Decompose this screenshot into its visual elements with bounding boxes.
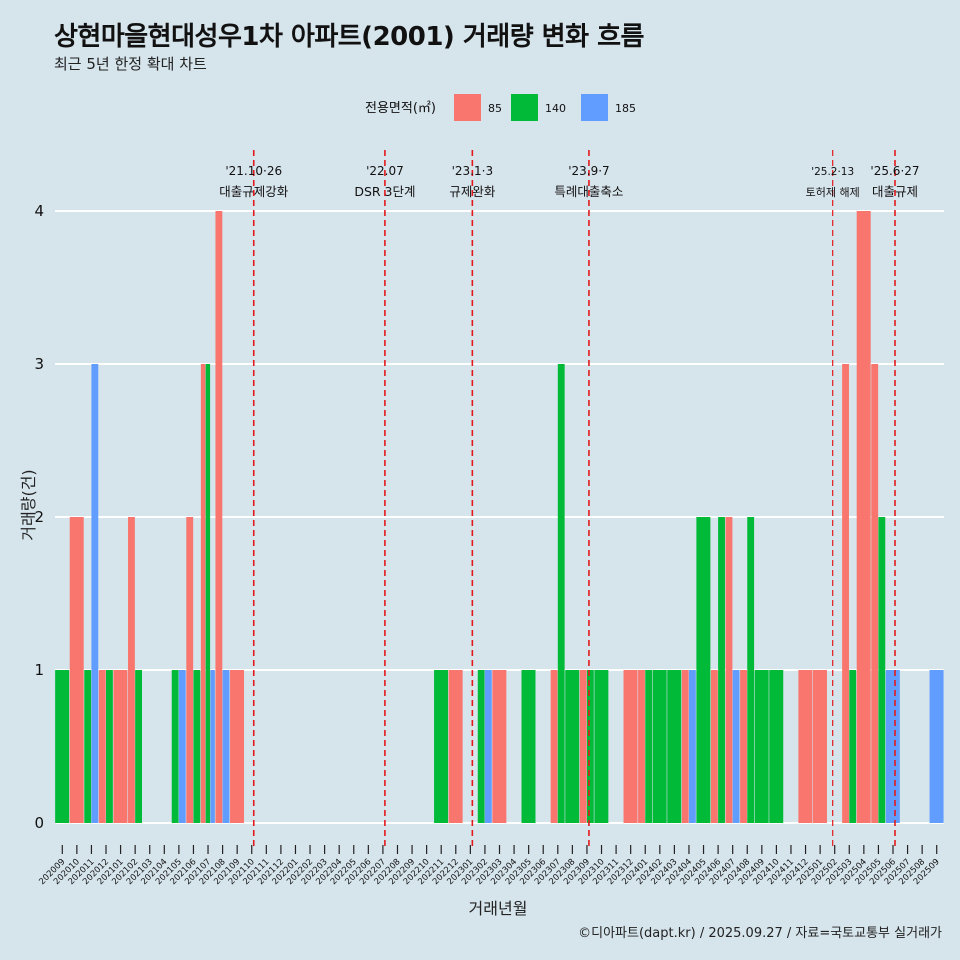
bar-140-202403 [667, 670, 682, 823]
bar-85-202108 [215, 211, 223, 823]
bar-85-202212 [448, 670, 463, 823]
legend-swatch-185 [581, 94, 608, 121]
bar-85-202312 [623, 670, 638, 823]
bar-185-202108 [222, 670, 230, 823]
bar-140-202310 [594, 670, 609, 823]
bar-85-202107 [200, 364, 206, 823]
bar-185-202105 [178, 670, 186, 823]
bar-85-202010 [69, 517, 84, 823]
annotation-label-202502: 토허제 해제 [806, 185, 860, 199]
bar-85-202307 [550, 670, 558, 823]
bar-85-202504 [856, 211, 871, 823]
x-axis: 2020092020102020112020122021012021022021… [37, 845, 942, 887]
y-axis: 0 1 2 3 4 [34, 202, 44, 832]
bar-185-202302 [484, 670, 492, 823]
bar-85-202505 [871, 364, 879, 823]
bar-140-202405 [696, 517, 711, 823]
bar-85-202102 [128, 517, 135, 823]
bar-140-202305 [521, 670, 536, 823]
bar-85-202406 [710, 670, 718, 823]
bar-85-202501 [812, 670, 827, 823]
bar-140-202505 [878, 517, 886, 823]
annotation-label-202110: 대출규제강화 [219, 184, 289, 199]
bar-85-202404 [681, 670, 689, 823]
bar-85-202408 [740, 670, 747, 823]
legend-label-185: 185 [615, 102, 636, 115]
bar-140-202307 [557, 364, 565, 823]
annotation-label-202506: 대출규제 [872, 184, 918, 199]
annotation-date-202506: '25.6·27 [870, 164, 919, 178]
annotation-date-202301: '23.1·3 [452, 164, 493, 178]
bar-140-202309 [586, 670, 594, 823]
bar-140-202102 [135, 670, 142, 823]
bar-140-202012 [106, 670, 113, 823]
bar-140-202105 [171, 670, 179, 823]
bar-85-202407 [725, 517, 733, 823]
annotation-date-202502: '25.2·13 [811, 166, 854, 178]
annotation-date-202309: '23.9·7 [568, 164, 609, 178]
chart-title: 상현마을현대성우1차 아파트(2001) 거래량 변화 흐름 [54, 22, 644, 52]
bar-85-202412 [798, 670, 813, 823]
bar-85-202303 [492, 670, 507, 823]
bar-185-202011 [91, 364, 99, 823]
bar-140-202410 [769, 670, 784, 823]
annotation-label-202309: 특례대출축소 [554, 184, 623, 199]
annotation-label-202301: 규제완화 [449, 184, 496, 199]
annotations: '21.10·26 대출규제강화 '22.07 DSR 3단계 '23.1·3 규제완화 '… [219, 164, 919, 199]
bar-85-202012 [98, 670, 106, 823]
chart-caption: ©디아파트(dapt.kr) / 2025.09.27 / 자료=국토교통부 실… [578, 926, 942, 941]
annotation-label-202207: DSR 3단계 [354, 184, 415, 199]
legend: 전용면적(㎡) 85 140 185 [365, 94, 636, 121]
bar-85-202401 [638, 670, 645, 823]
annotation-lines [252, 150, 896, 850]
x-axis-title: 거래년월 [469, 899, 528, 918]
bar-185-202404 [688, 670, 696, 823]
y-tick-label-0: 0 [34, 814, 44, 832]
bar-140-202009 [55, 670, 70, 823]
annotation-date-202110: '21.10·26 [225, 164, 282, 178]
bar-140-202409 [754, 670, 769, 823]
bars [55, 211, 944, 823]
y-tick-label-3: 3 [34, 355, 44, 373]
chart-subtitle: 최근 5년 한정 확대 차트 [54, 55, 207, 73]
bar-140-202401 [645, 670, 653, 823]
bar-140-202106 [193, 670, 201, 823]
bar-185-202107 [210, 670, 215, 823]
bar-185-202407 [732, 670, 740, 823]
y-tick-label-4: 4 [34, 202, 44, 220]
y-tick-label-2: 2 [34, 508, 44, 526]
bar-140-202011 [84, 670, 92, 823]
legend-label-140: 140 [545, 102, 566, 115]
y-tick-label-1: 1 [34, 661, 44, 679]
bar-140-202211 [434, 670, 449, 823]
bar-185-202506 [885, 670, 900, 823]
bar-85-202101 [113, 670, 128, 823]
legend-label-85: 85 [488, 102, 502, 115]
bar-85-202109 [230, 670, 245, 823]
legend-title: 전용면적(㎡) [365, 101, 436, 116]
bar-85-202503 [842, 364, 849, 823]
bar-140-202503 [849, 670, 857, 823]
bar-140-202408 [747, 517, 755, 823]
bar-140-202302 [477, 670, 485, 823]
bar-85-202106 [186, 517, 194, 823]
legend-swatch-85 [454, 94, 481, 121]
bar-140-202107 [205, 364, 211, 823]
legend-swatch-140 [511, 94, 538, 121]
bar-140-202402 [652, 670, 667, 823]
y-axis-title: 거래량(건) [19, 469, 38, 540]
bar-85-202309 [579, 670, 587, 823]
bar-140-202406 [718, 517, 725, 823]
bar-140-202308 [565, 670, 580, 823]
annotation-date-202207: '22.07 [366, 164, 404, 178]
bar-185-202509 [929, 670, 944, 823]
